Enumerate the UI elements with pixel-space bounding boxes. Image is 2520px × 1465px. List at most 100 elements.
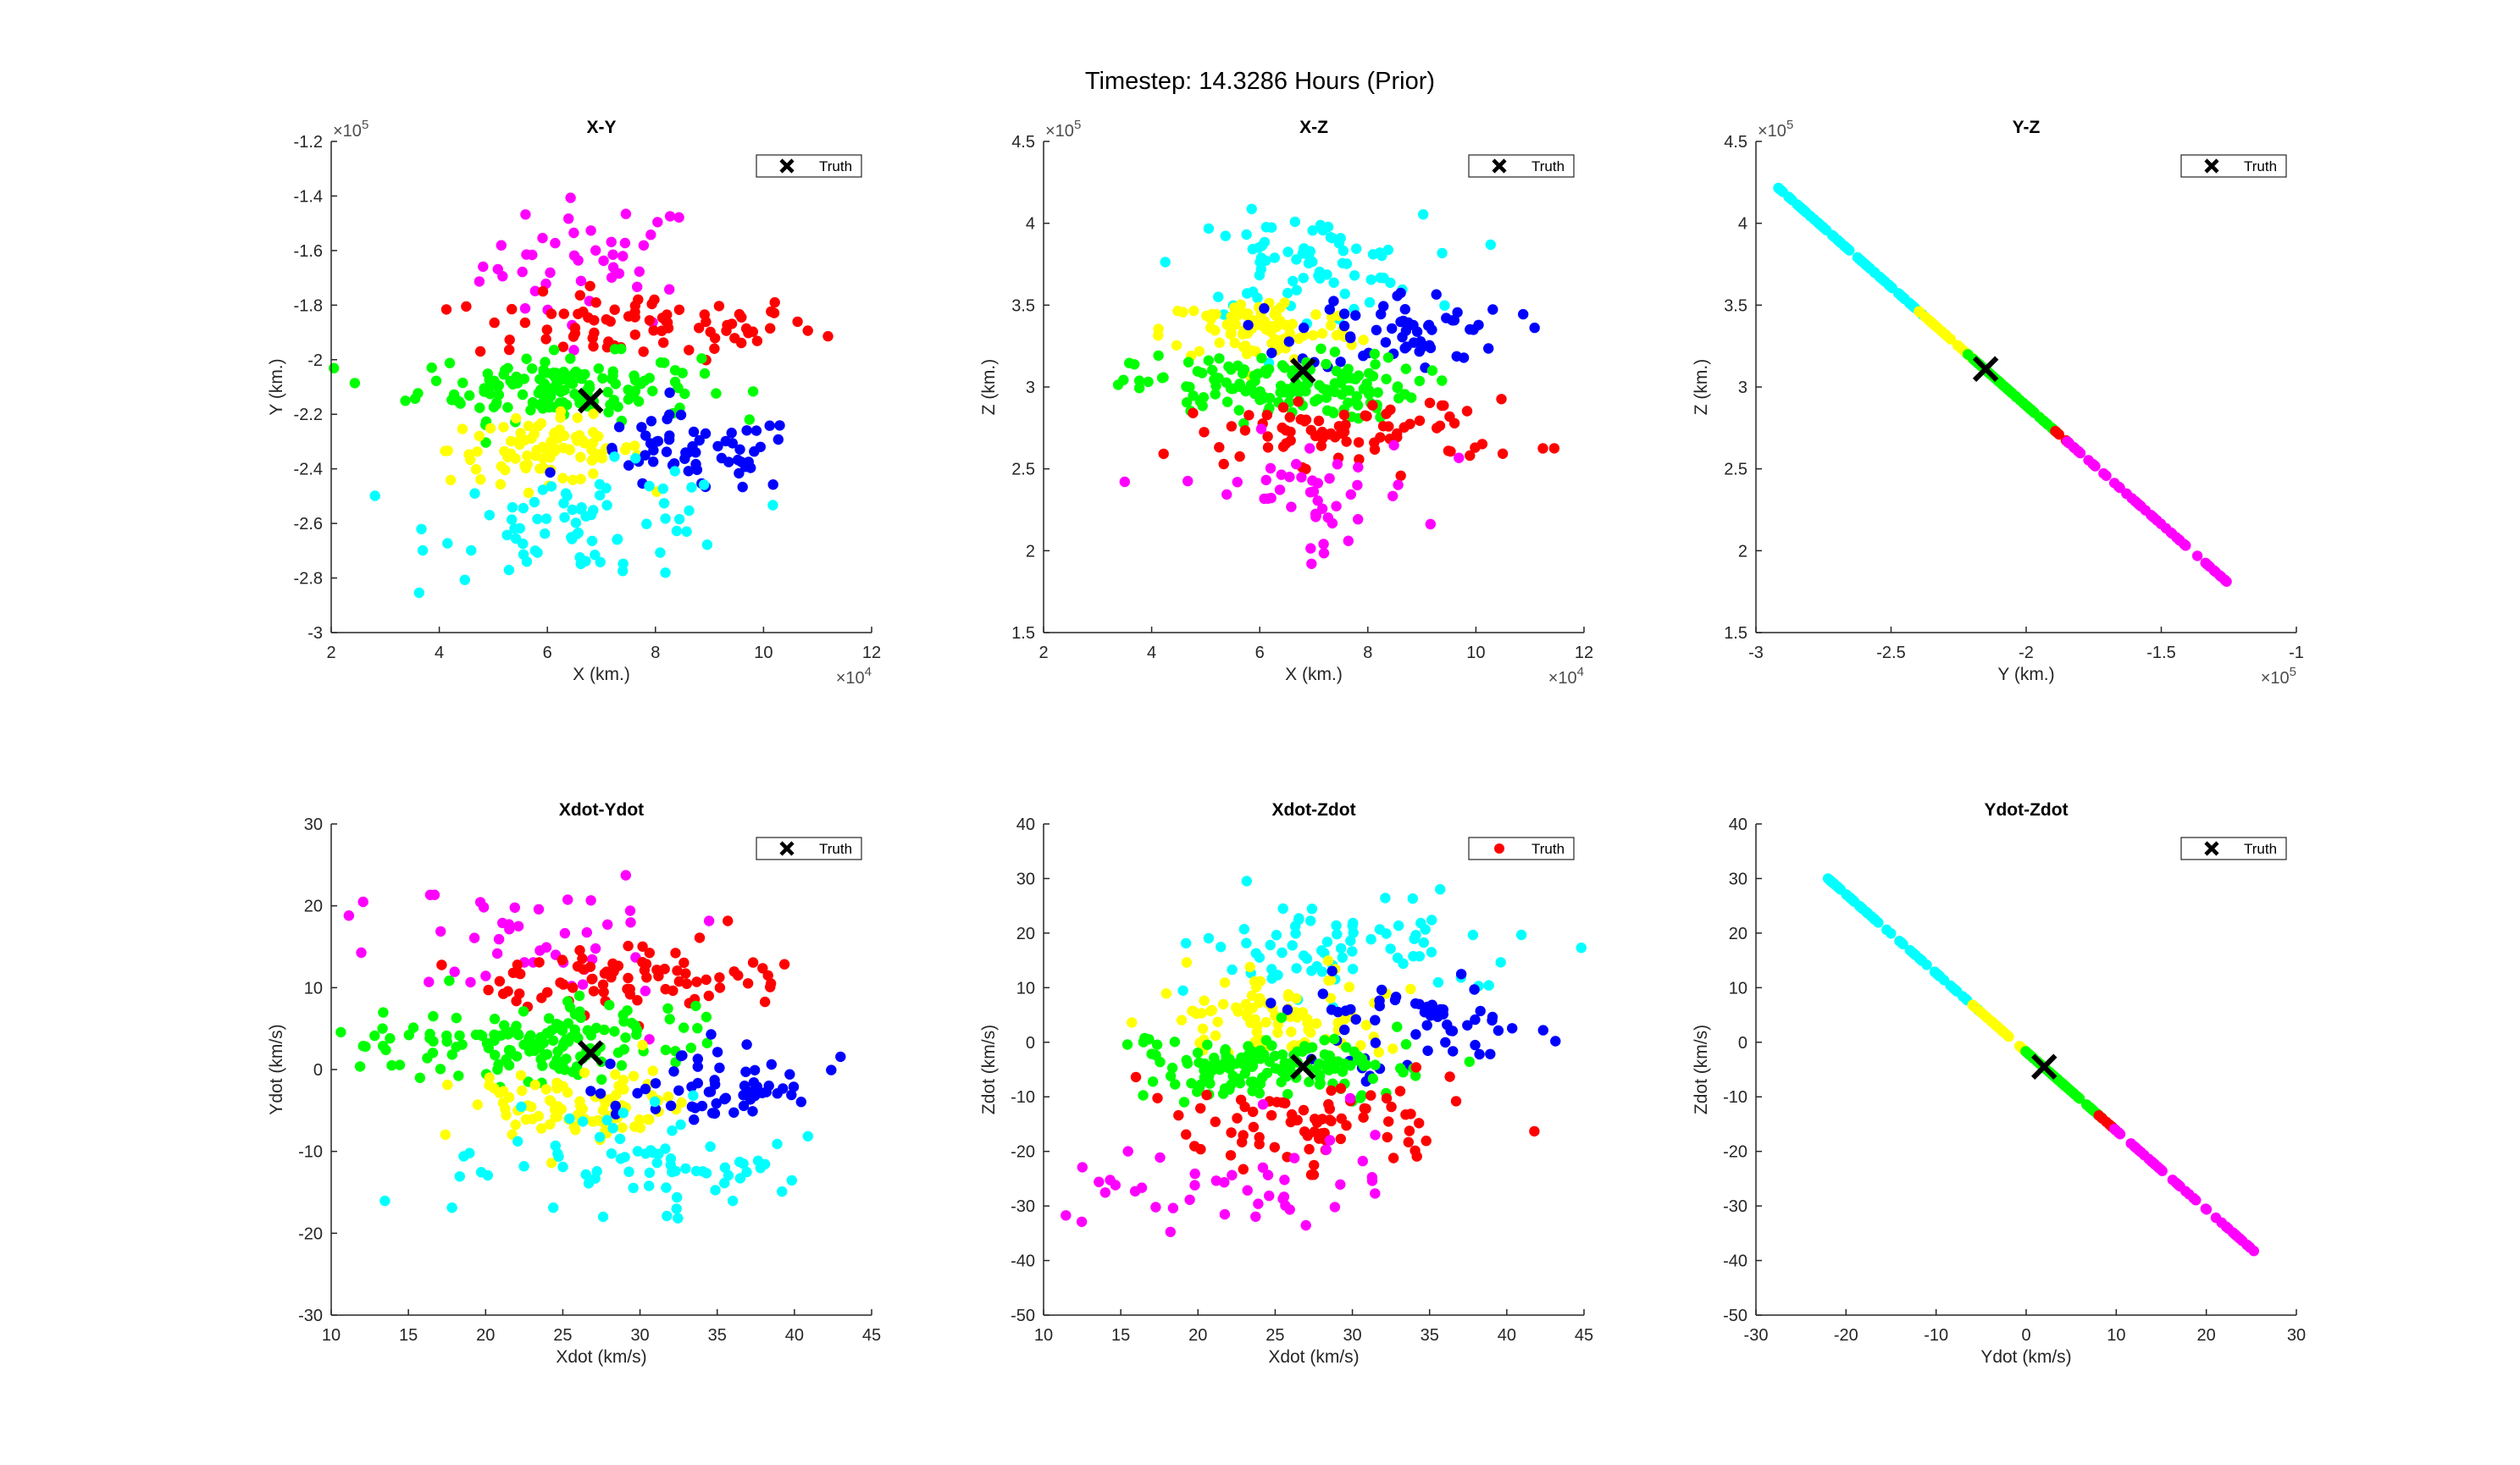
point-yellow <box>1311 1018 1322 1029</box>
point-green <box>1259 1049 1270 1060</box>
x-tick-label: 20 <box>2197 1326 2216 1345</box>
point-cyan <box>767 500 778 511</box>
point-magenta <box>620 870 631 881</box>
point-yellow <box>596 452 608 464</box>
point-red <box>440 304 452 315</box>
point-red <box>1238 1164 1249 1175</box>
point-magenta <box>1210 1175 1222 1186</box>
point-blue <box>1317 988 1329 999</box>
point-green <box>647 385 658 396</box>
point-cyan <box>548 1202 559 1213</box>
point-green <box>623 384 634 395</box>
y-ticks: -30 -20 -10 0 10 20 30 <box>298 815 337 1325</box>
point-cyan <box>1410 930 1421 941</box>
point-magenta <box>449 966 460 977</box>
point-green <box>1343 363 1354 374</box>
point-green <box>1256 352 1267 364</box>
point-cyan <box>1437 247 1448 259</box>
y-tick-label: -10 <box>1011 1088 1035 1107</box>
subplot-title: Xdot-Ydot <box>559 800 644 820</box>
point-yellow <box>579 438 590 449</box>
point-green <box>1209 1053 1220 1064</box>
legend-box <box>2180 837 2287 860</box>
point-red <box>1404 418 1415 429</box>
point-blue <box>784 1069 795 1080</box>
point-cyan <box>632 1146 644 1157</box>
point-cyan <box>590 550 601 561</box>
point-magenta <box>2130 1142 2142 1154</box>
point-red <box>1438 400 1449 412</box>
point-cyan <box>1339 288 1350 300</box>
point-green <box>1329 1033 1340 1045</box>
point-red <box>680 968 691 979</box>
point-blue <box>703 1086 715 1097</box>
point-green <box>607 370 618 381</box>
legend-x-marker <box>779 841 795 856</box>
point-cyan <box>1892 288 1904 299</box>
point-blue <box>755 441 766 452</box>
point-green <box>484 374 495 385</box>
point-blue <box>1370 1037 1382 1048</box>
point-yellow <box>535 417 547 429</box>
point-yellow <box>586 455 598 466</box>
point-green <box>1182 1058 1194 1070</box>
point-magenta <box>1324 1135 1336 1146</box>
point-red <box>573 308 584 319</box>
y-tick-label: -1.6 <box>294 242 323 261</box>
point-magenta <box>645 229 656 240</box>
point-green <box>1143 376 1154 388</box>
point-red <box>1248 1121 1260 1133</box>
point-green <box>1264 1056 1276 1067</box>
point-magenta <box>2190 1195 2202 1206</box>
point-green <box>573 990 585 1002</box>
point-green <box>354 1061 366 1072</box>
point-magenta <box>519 303 531 314</box>
point-red <box>670 948 681 959</box>
point-cyan <box>1348 917 1359 929</box>
point-yellow <box>642 1114 653 1125</box>
point-magenta <box>1324 473 1335 484</box>
point-cyan <box>379 1195 390 1207</box>
x-tick-label: 10 <box>2107 1326 2125 1345</box>
point-blue <box>696 1100 708 1112</box>
point-green <box>527 363 538 374</box>
y-ticks: 1.5 2 2.5 3 3.5 4 4.5 <box>1724 133 1762 643</box>
axis-exponent: ×105 <box>333 118 368 141</box>
point-yellow <box>496 461 507 472</box>
y-tick-label: 4.5 <box>1011 133 1035 152</box>
point-yellow <box>1221 319 1232 330</box>
point-red <box>1361 411 1372 422</box>
point-red <box>1285 435 1296 446</box>
point-blue <box>668 458 680 469</box>
point-cyan <box>550 1140 561 1152</box>
point-magenta <box>2139 1150 2150 1161</box>
point-yellow <box>517 1085 528 1097</box>
point-red <box>648 325 659 336</box>
point-blue <box>750 425 762 436</box>
point-red <box>691 976 702 987</box>
point-cyan <box>1576 943 1587 954</box>
point-green <box>1233 405 1245 416</box>
point-green <box>602 386 613 398</box>
point-yellow <box>647 1065 658 1076</box>
point-red <box>1313 415 1325 427</box>
point-cyan <box>1332 929 1343 940</box>
point-red <box>641 972 652 983</box>
legend-label: Truth <box>2244 841 2277 857</box>
point-red <box>519 317 531 329</box>
point-cyan <box>655 547 666 558</box>
truth-x-stroke <box>1289 1053 1316 1081</box>
point-green <box>428 1036 439 1047</box>
point-red <box>672 965 683 976</box>
y-tick-label: 3 <box>1738 379 1747 397</box>
legend-box <box>1468 154 1575 178</box>
point-blue <box>728 1107 739 1119</box>
x-tick-label: 12 <box>862 644 881 662</box>
x-ticks: 2 4 6 8 10 12 <box>326 627 881 662</box>
point-magenta <box>1318 548 1330 559</box>
point-yellow <box>579 1067 590 1079</box>
point-green <box>1188 390 1199 401</box>
point-yellow <box>587 1116 598 1127</box>
point-blue <box>1451 351 1462 362</box>
